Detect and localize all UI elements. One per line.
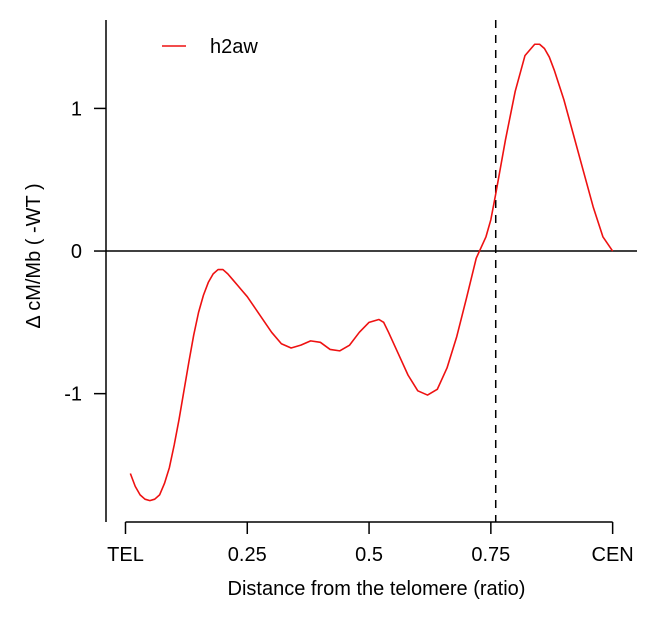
legend-label-h2aw: h2aw [210, 36, 258, 58]
x-tick-label: 0.25 [228, 544, 267, 566]
x-tick-label: CEN [592, 544, 634, 566]
y-axis-title: Δ cM/Mb ( -WT ) [23, 183, 45, 328]
x-tick-label: TEL [107, 544, 144, 566]
plot-area [106, 20, 637, 522]
legend: h2aw [162, 36, 258, 58]
x-tick-label: 0.75 [471, 544, 510, 566]
y-axis-ticks: -1 0 1 [64, 98, 106, 406]
x-axis-ticks: TEL 0.25 0.5 0.75 CEN [107, 522, 634, 566]
y-tick-label: 1 [71, 98, 82, 120]
y-tick-label: 0 [71, 241, 82, 263]
y-tick-label: -1 [64, 384, 82, 406]
series-line-h2aw [129, 43, 614, 502]
x-tick-label: 0.5 [355, 544, 383, 566]
x-axis-title: Distance from the telomere (ratio) [228, 578, 526, 600]
